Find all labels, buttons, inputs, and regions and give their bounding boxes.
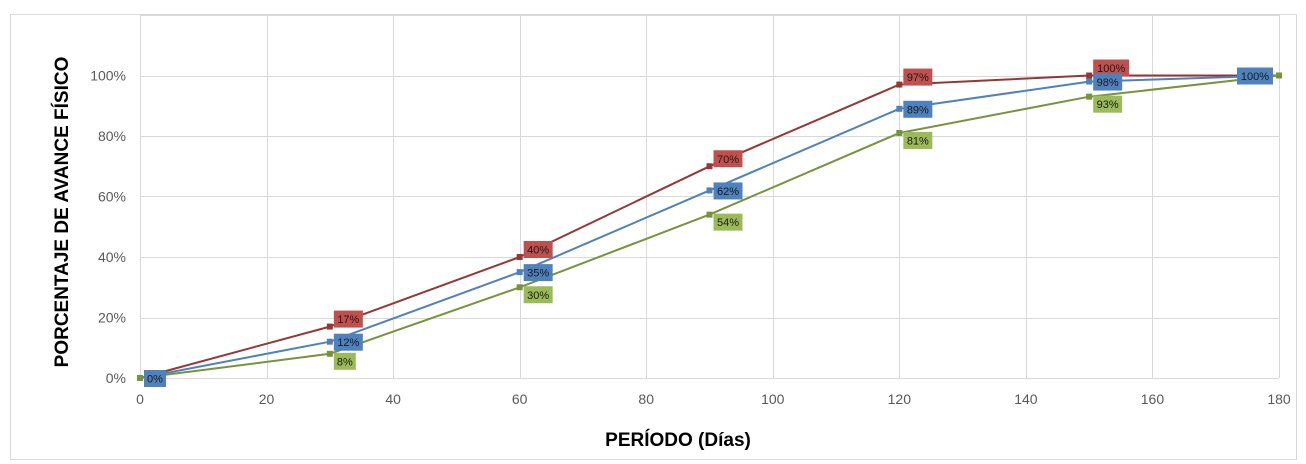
y-tick-label: 40% <box>98 249 126 265</box>
data-label-layer: 17% 40% 70% 97% 100% 0% 12% 35% 62% 89% 98% 100% 8% 3… <box>144 59 1273 387</box>
y-tick-label: 60% <box>98 189 126 205</box>
data-label-box <box>523 241 553 258</box>
data-label: 98% <box>1097 77 1119 89</box>
data-label-box <box>1093 73 1123 91</box>
x-tick-label: 140 <box>1014 391 1038 407</box>
data-label: 100% <box>1097 63 1125 75</box>
data-point <box>706 163 713 170</box>
y-tick-label: 80% <box>98 128 126 144</box>
data-label-box <box>713 150 743 168</box>
y-tick-label: 100% <box>90 68 126 84</box>
data-label: 54% <box>717 217 739 229</box>
y-axis-title: PORCENTAJE DE AVANCE FÍSICO <box>51 57 73 368</box>
data-point <box>1086 72 1093 79</box>
data-label: 40% <box>527 245 549 257</box>
data-point <box>137 375 143 381</box>
data-point <box>706 211 713 218</box>
data-point <box>516 269 523 276</box>
data-point <box>1086 93 1093 100</box>
x-tick-label: 40 <box>385 391 401 407</box>
data-label: 100% <box>1241 71 1269 83</box>
data-point <box>516 284 523 291</box>
x-tick-label: 60 <box>512 391 528 407</box>
data-label-box <box>523 286 553 304</box>
data-label: 62% <box>717 186 739 198</box>
data-label: 93% <box>1097 99 1119 111</box>
series-layer <box>137 72 1282 381</box>
data-point <box>706 187 713 194</box>
data-label-box <box>144 370 166 387</box>
x-tick-label: 20 <box>259 391 275 407</box>
data-point <box>326 323 333 330</box>
data-point <box>516 254 523 260</box>
data-label: 35% <box>527 268 549 280</box>
x-tick-label: 80 <box>638 391 654 407</box>
data-label: 12% <box>337 337 359 349</box>
data-label-box <box>523 264 553 282</box>
data-point <box>1276 72 1282 79</box>
data-label-box <box>1237 67 1273 85</box>
data-label: 30% <box>527 290 549 302</box>
data-label: 70% <box>717 154 739 166</box>
x-tick-label: 120 <box>888 391 912 407</box>
x-tick-label: 0 <box>136 391 144 407</box>
x-tick-label: 160 <box>1141 391 1165 407</box>
data-point <box>896 81 903 88</box>
data-label-box <box>713 213 743 231</box>
data-point <box>1086 78 1093 85</box>
y-tick-label: 20% <box>98 310 126 326</box>
data-point <box>326 338 333 345</box>
data-label: 17% <box>337 314 359 326</box>
data-label: 8% <box>337 356 353 368</box>
data-label-box <box>1093 59 1130 77</box>
data-point <box>326 350 333 357</box>
x-tick-label: 100 <box>761 391 785 407</box>
data-label: 0% <box>147 374 163 386</box>
x-tick-label: 180 <box>1267 391 1291 407</box>
x-axis-title: PERÍODO (Días) <box>605 429 751 451</box>
data-label-box <box>903 100 933 118</box>
data-label-box <box>713 182 743 200</box>
data-point <box>896 105 903 112</box>
data-label-box <box>903 131 933 149</box>
data-label-box <box>333 352 356 370</box>
data-point <box>896 129 903 136</box>
y-tick-label: 0% <box>106 370 126 386</box>
data-label-box <box>333 310 363 328</box>
data-label-box <box>1093 95 1123 113</box>
data-label-box <box>333 333 363 351</box>
tick-layer: 0% 20% 40% 60% 80% 100% 0 20 40 60 80 100 120 140 160 1… <box>90 68 1291 408</box>
data-label: 89% <box>907 104 929 116</box>
data-label: 97% <box>907 72 929 84</box>
data-label: 81% <box>907 135 929 147</box>
data-label-box <box>903 68 933 86</box>
